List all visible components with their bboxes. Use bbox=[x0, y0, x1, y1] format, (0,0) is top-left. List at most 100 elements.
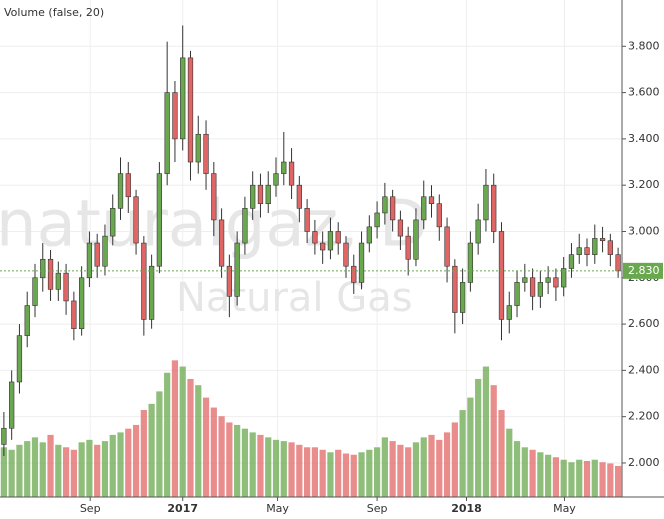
volume-pane bbox=[0, 360, 622, 497]
candle-body bbox=[148, 265, 155, 320]
volume-bar bbox=[272, 439, 280, 497]
volume-bar bbox=[490, 385, 497, 497]
volume-bar bbox=[373, 447, 381, 497]
candle-body bbox=[133, 196, 139, 244]
volume-bar bbox=[234, 424, 241, 497]
y-tick-label: 3.400 bbox=[628, 132, 660, 145]
candle-body bbox=[568, 254, 575, 269]
volume-bar bbox=[560, 459, 567, 497]
candle-body bbox=[561, 268, 567, 288]
candle-body bbox=[265, 184, 271, 205]
candle-body bbox=[288, 161, 295, 186]
candle-body bbox=[428, 196, 435, 205]
candle-body bbox=[475, 219, 481, 244]
volume-bar bbox=[140, 410, 147, 497]
volume-bar bbox=[47, 434, 54, 497]
candle-body bbox=[529, 277, 536, 297]
volume-bar bbox=[482, 366, 490, 497]
x-tick-label: Sep bbox=[367, 502, 388, 515]
volume-bar bbox=[459, 410, 466, 497]
volume-bar bbox=[210, 407, 217, 497]
candle-body bbox=[343, 242, 349, 267]
candle-body bbox=[607, 240, 613, 255]
volume-bar bbox=[179, 366, 186, 497]
volume-bar bbox=[86, 439, 93, 497]
volume-bar bbox=[55, 444, 62, 497]
volume-bar bbox=[249, 432, 256, 497]
candles bbox=[1, 25, 621, 457]
volume-bar bbox=[397, 444, 404, 497]
x-tick-label: May bbox=[266, 502, 289, 515]
volume-bar bbox=[62, 447, 70, 497]
candle-body bbox=[327, 231, 334, 251]
volume-bar bbox=[475, 378, 482, 497]
y-tick-label: 2.200 bbox=[628, 410, 660, 423]
candle-body bbox=[467, 242, 474, 283]
legend-text: Volume (false, 20) bbox=[4, 6, 104, 19]
candle-body bbox=[117, 173, 124, 209]
volume-bar bbox=[319, 449, 326, 497]
candle-body bbox=[576, 247, 582, 255]
y-tick-label: 3.000 bbox=[628, 224, 660, 237]
volume-bar bbox=[576, 459, 583, 497]
volume-bar bbox=[552, 457, 560, 497]
axes: 2.0002.2002.4002.6002.8003.0003.2003.400… bbox=[0, 39, 663, 515]
candle-body bbox=[459, 282, 466, 313]
watermark-name: Natural Gas bbox=[176, 275, 413, 321]
volume-bar bbox=[389, 441, 396, 497]
candle-body bbox=[203, 133, 209, 174]
candle-body bbox=[79, 277, 85, 330]
candle-body bbox=[374, 212, 380, 228]
candle-body bbox=[9, 381, 15, 429]
candle-body bbox=[615, 254, 621, 272]
volume-bar bbox=[148, 403, 155, 497]
candle-body bbox=[491, 184, 497, 232]
volume-bar bbox=[451, 422, 458, 497]
candle-body bbox=[156, 173, 163, 267]
candle-body bbox=[553, 277, 559, 288]
volume-bar bbox=[296, 444, 303, 497]
last-price-box bbox=[623, 262, 663, 279]
candle-body bbox=[226, 265, 232, 297]
volume-bar bbox=[0, 447, 7, 497]
x-tick-label: 2018 bbox=[451, 502, 482, 515]
volume-bar bbox=[529, 449, 536, 497]
volume-bar bbox=[467, 397, 474, 497]
volume-bar bbox=[24, 441, 31, 497]
candle-body bbox=[514, 282, 520, 306]
candle-body bbox=[366, 226, 372, 244]
candle-body bbox=[47, 258, 54, 290]
candle-body bbox=[522, 277, 528, 283]
volume-bar bbox=[420, 437, 427, 497]
candle-body bbox=[506, 305, 512, 320]
candle-body bbox=[187, 57, 194, 163]
volume-bar bbox=[226, 422, 233, 497]
candle-body bbox=[195, 133, 201, 163]
candle-body bbox=[257, 184, 264, 205]
candle-body bbox=[413, 219, 419, 260]
candle-body bbox=[1, 427, 7, 445]
volume-bar bbox=[498, 410, 505, 497]
candle-body bbox=[498, 231, 505, 320]
volume-bar bbox=[195, 385, 202, 497]
y-tick-label: 3.600 bbox=[628, 86, 660, 99]
candle-body bbox=[24, 305, 30, 336]
candle-body bbox=[94, 242, 100, 267]
candle-body bbox=[296, 184, 302, 209]
candle-body bbox=[125, 173, 131, 198]
volume-bar bbox=[171, 360, 179, 497]
candle-body bbox=[141, 242, 147, 320]
candle-body bbox=[320, 242, 326, 251]
candle-body bbox=[537, 282, 543, 297]
volume-bar bbox=[241, 428, 249, 497]
volume-bar bbox=[156, 391, 163, 497]
candle-body bbox=[436, 203, 442, 228]
candle-body bbox=[250, 184, 256, 209]
volume-bar bbox=[257, 434, 264, 497]
volume-bar bbox=[607, 463, 614, 497]
volume-bar bbox=[405, 447, 412, 497]
candle-body bbox=[421, 196, 427, 221]
volume-bar bbox=[350, 454, 357, 497]
candle-body bbox=[281, 161, 287, 174]
